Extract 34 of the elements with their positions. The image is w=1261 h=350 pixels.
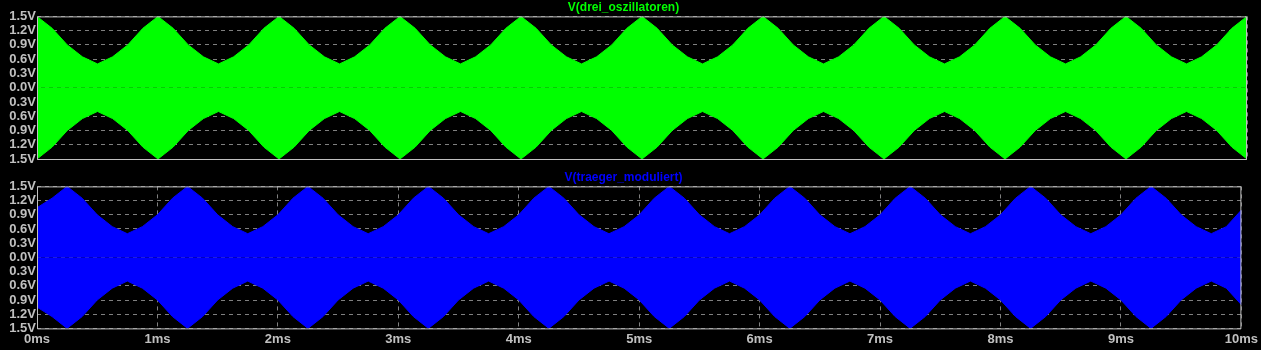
x-tick-label: 8ms	[987, 330, 1014, 346]
y-tick-label: 1.2V	[9, 22, 37, 38]
x-tick-label: 9ms	[1107, 330, 1134, 346]
y-tick-label: 1.2V	[9, 136, 37, 152]
y-tick-label: 0.6V	[9, 107, 37, 123]
x-tick-label: 5ms	[626, 330, 653, 346]
x-tick-label: 1ms	[144, 330, 171, 346]
y-tick-label: 0.0V	[9, 248, 37, 264]
y-tick-label: 0.9V	[9, 206, 37, 222]
y-tick-label: 0.3V	[9, 263, 37, 279]
y-tick-label: 0.6V	[9, 277, 37, 293]
y-tick-label: 0.9V	[9, 122, 37, 138]
chart-title: V(traeger_moduliert)	[564, 169, 683, 184]
x-tick-label: 6ms	[746, 330, 773, 346]
y-tick-label: 0.3V	[9, 93, 37, 109]
chart-title: V(drei_oszillatoren)	[567, 0, 680, 14]
y-tick-label: 1.2V	[9, 305, 37, 321]
y-tick-label: 1.5V	[9, 150, 37, 166]
x-tick-label: 2ms	[264, 330, 291, 346]
y-tick-label: 1.2V	[9, 192, 37, 208]
y-tick-label: 0.6V	[9, 50, 37, 66]
y-tick-label: 0.3V	[9, 234, 37, 250]
x-tick-label: 10ms	[1224, 330, 1258, 346]
y-tick-label: 0.3V	[9, 65, 37, 81]
x-tick-label: 4ms	[505, 330, 532, 346]
y-tick-label: 1.5V	[9, 177, 37, 193]
x-tick-label: 7ms	[867, 330, 894, 346]
y-tick-label: 0.9V	[9, 36, 37, 52]
y-tick-label: 0.9V	[9, 291, 37, 307]
y-tick-label: 0.6V	[9, 220, 37, 236]
y-tick-label: 1.5V	[9, 7, 37, 23]
y-tick-label: 1.5V	[9, 319, 37, 335]
y-tick-label: 0.0V	[9, 79, 37, 95]
x-tick-label: 3ms	[385, 330, 412, 346]
